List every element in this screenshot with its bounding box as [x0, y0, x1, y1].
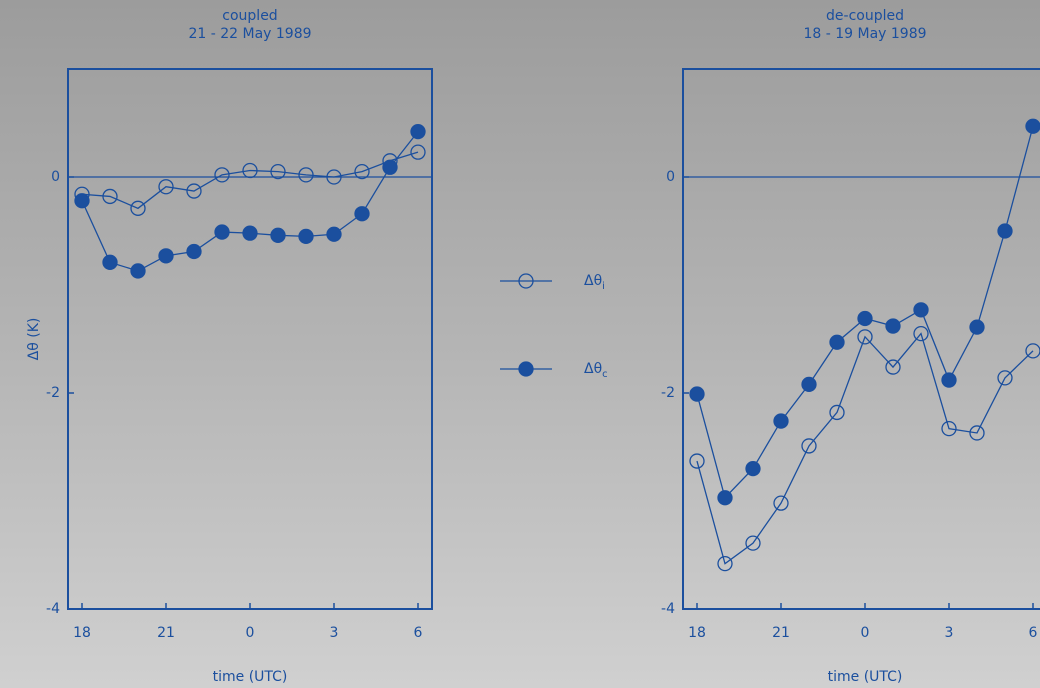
data-point [690, 387, 704, 401]
x-tick-label: 21 [157, 625, 175, 641]
data-point [970, 320, 984, 334]
data-point [886, 319, 900, 333]
y-tick-label: -4 [46, 601, 60, 617]
y-tick-label: -2 [46, 385, 60, 401]
page: {"chart_data": [ {"type": "line", "title… [0, 0, 1040, 688]
y-axis-label: Δθ (K) [26, 318, 42, 361]
data-point [103, 255, 117, 269]
chart-title: de-coupled [826, 8, 904, 24]
data-point [998, 224, 1012, 238]
data-point [299, 229, 313, 243]
background [0, 0, 1040, 688]
data-point [942, 373, 956, 387]
data-point [327, 227, 341, 241]
x-tick-label: 3 [330, 625, 339, 641]
legend-marker [519, 362, 533, 376]
data-point [383, 160, 397, 174]
data-point [355, 207, 369, 221]
data-point [858, 311, 872, 325]
x-tick-label: 0 [246, 625, 255, 641]
y-tick-label: 0 [51, 169, 60, 185]
y-tick-label: 0 [666, 169, 675, 185]
data-point [718, 491, 732, 505]
data-point [215, 225, 229, 239]
data-point [271, 228, 285, 242]
chart-subtitle: 21 - 22 May 1989 [188, 26, 311, 42]
x-tick-label: 18 [688, 625, 706, 641]
x-tick-label: 6 [1029, 625, 1038, 641]
chart-subtitle: 18 - 19 May 1989 [803, 26, 926, 42]
data-point [411, 125, 425, 139]
data-point [159, 249, 173, 263]
y-tick-label: -4 [661, 601, 675, 617]
x-axis-label: time (UTC) [213, 669, 288, 685]
data-point [830, 335, 844, 349]
data-point [131, 264, 145, 278]
data-point [914, 303, 928, 317]
data-point [1026, 119, 1040, 133]
x-tick-label: 18 [73, 625, 91, 641]
chart-title: coupled [222, 8, 277, 24]
x-tick-label: 6 [414, 625, 423, 641]
data-point [243, 226, 257, 240]
data-point [187, 245, 201, 259]
x-tick-label: 0 [861, 625, 870, 641]
data-point [75, 194, 89, 208]
chart: coupled 21 - 22 May 1989 Δθ (K) time (UTC) -… [0, 0, 1040, 688]
data-point [746, 462, 760, 476]
x-tick-label: 21 [772, 625, 790, 641]
x-axis-label: time (UTC) [828, 669, 903, 685]
data-point [802, 377, 816, 391]
y-tick-label: -2 [661, 385, 675, 401]
x-tick-label: 3 [945, 625, 954, 641]
data-point [774, 414, 788, 428]
